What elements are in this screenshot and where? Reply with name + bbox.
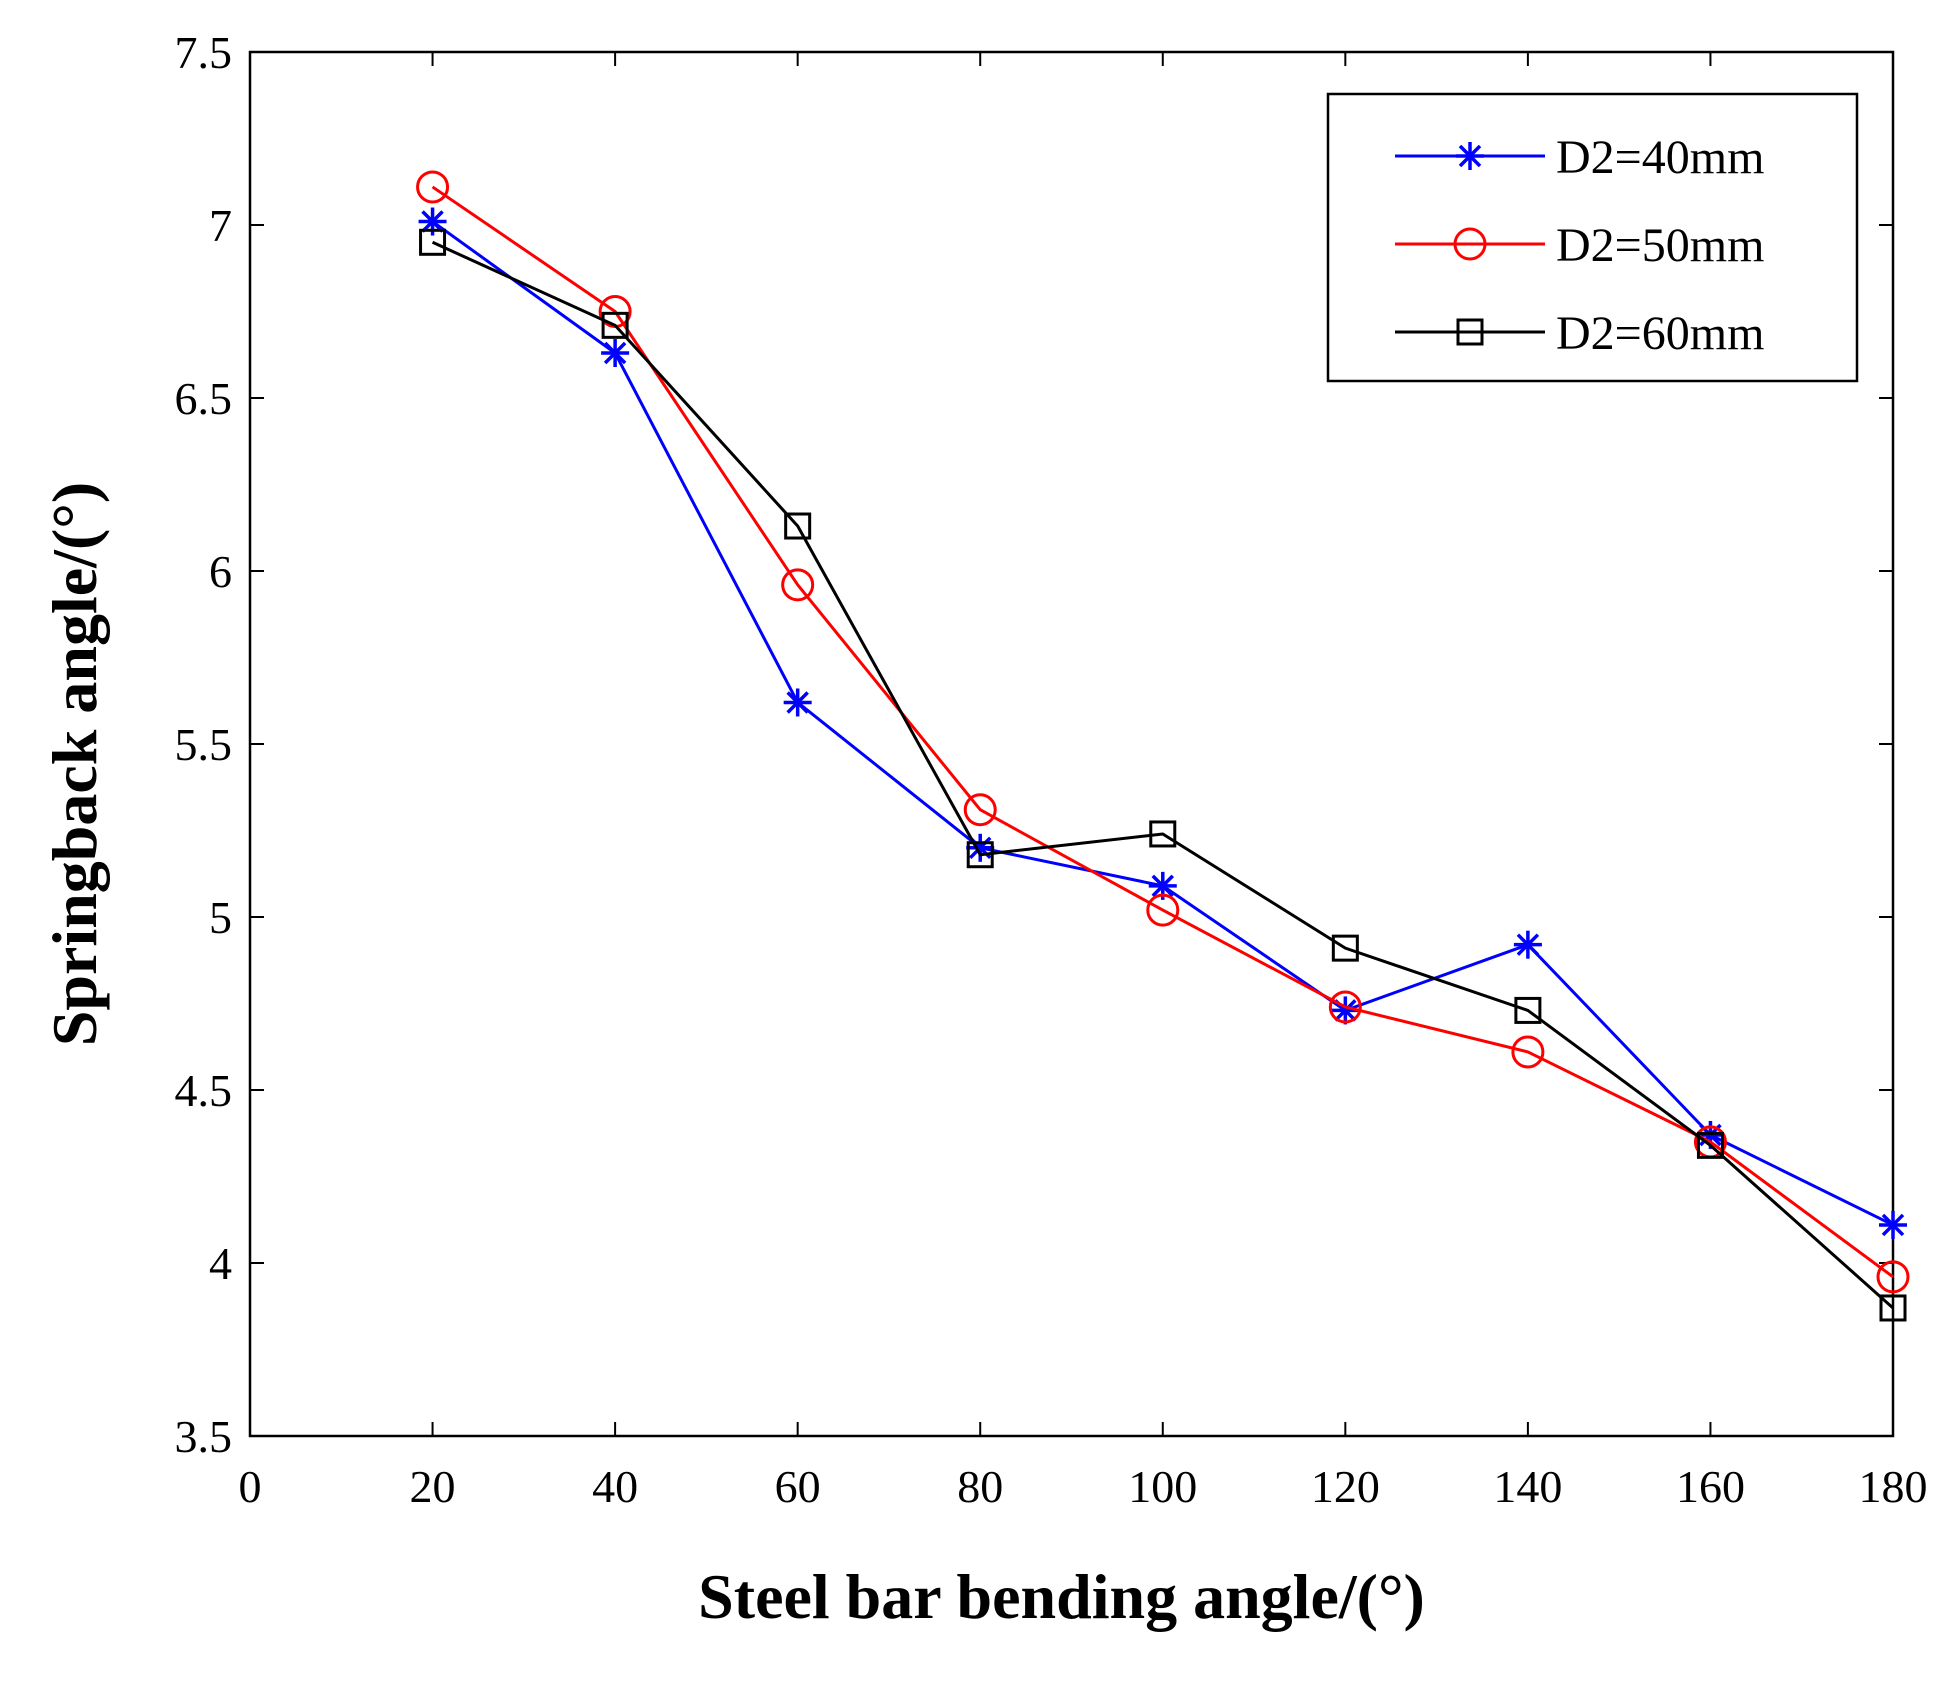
data-point xyxy=(963,793,997,827)
series-circle xyxy=(416,170,1910,1294)
data-point xyxy=(416,170,450,204)
y-tick-label: 6 xyxy=(209,546,232,597)
series-line xyxy=(431,185,1894,1279)
data-point xyxy=(1149,820,1177,848)
y-tick-label: 7.5 xyxy=(175,27,233,78)
data-point xyxy=(1331,934,1359,962)
x-tick-label: 40 xyxy=(592,1461,638,1512)
x-axis-title: Steel bar bending angle/(°) xyxy=(698,1561,1425,1632)
legend: D2=40mm D2=50mm D2=60mm xyxy=(1326,92,1859,383)
legend-label: D2=40mm xyxy=(1556,131,1764,184)
series-square xyxy=(419,228,1907,1322)
legend-label: D2=50mm xyxy=(1556,219,1764,272)
data-point xyxy=(1879,1210,1907,1239)
legend-label: D2=60mm xyxy=(1556,307,1764,360)
y-tick-label: 3.5 xyxy=(175,1411,233,1462)
x-tick-label: 100 xyxy=(1128,1461,1197,1512)
legend-item: D2=60mm xyxy=(1395,307,1764,360)
y-tick-label: 7 xyxy=(209,200,232,251)
data-point xyxy=(1511,1035,1545,1069)
y-tick-label: 4.5 xyxy=(175,1065,233,1116)
legend-marker xyxy=(1456,142,1484,170)
y-tick-label: 5 xyxy=(209,892,232,943)
x-tick-label: 140 xyxy=(1493,1461,1562,1512)
x-tick-label: 80 xyxy=(957,1461,1003,1512)
data-point xyxy=(601,311,629,339)
x-tick-label: 60 xyxy=(775,1461,821,1512)
legend-item: D2=40mm xyxy=(1395,131,1764,184)
data-point xyxy=(1513,930,1542,959)
data-point xyxy=(1514,996,1542,1024)
x-axis-ticks: 0 20 40 60 80 100 120 140 160 180 xyxy=(239,52,1928,1512)
legend-marker xyxy=(1453,227,1487,261)
x-tick-label: 180 xyxy=(1859,1461,1928,1512)
data-point xyxy=(1328,990,1362,1024)
data-point xyxy=(601,339,630,368)
y-tick-label: 6.5 xyxy=(175,373,233,424)
data-point xyxy=(419,228,447,256)
series-layer xyxy=(416,170,1910,1322)
y-axis-ticks: 3.5 4 4.5 5 5.5 6 6.5 7 7.5 xyxy=(175,27,1893,1462)
data-point xyxy=(1876,1260,1910,1294)
y-tick-label: 4 xyxy=(209,1238,232,1289)
legend-marker xyxy=(1456,318,1484,346)
data-point xyxy=(784,512,812,540)
legend-item: D2=50mm xyxy=(1395,219,1764,272)
x-tick-label: 160 xyxy=(1676,1461,1745,1512)
series-line xyxy=(431,240,1894,1310)
data-point xyxy=(1146,893,1180,927)
data-point xyxy=(781,568,815,602)
data-point xyxy=(1879,1294,1907,1322)
data-point xyxy=(1148,871,1177,900)
y-tick-label: 5.5 xyxy=(175,719,233,770)
data-point xyxy=(1696,1131,1724,1159)
data-point xyxy=(783,688,812,717)
y-axis-title: Springback angle/(°) xyxy=(39,482,110,1046)
data-point xyxy=(966,841,994,869)
x-tick-label: 120 xyxy=(1311,1461,1380,1512)
x-tick-label: 20 xyxy=(410,1461,456,1512)
x-tick-label: 0 xyxy=(239,1461,262,1512)
